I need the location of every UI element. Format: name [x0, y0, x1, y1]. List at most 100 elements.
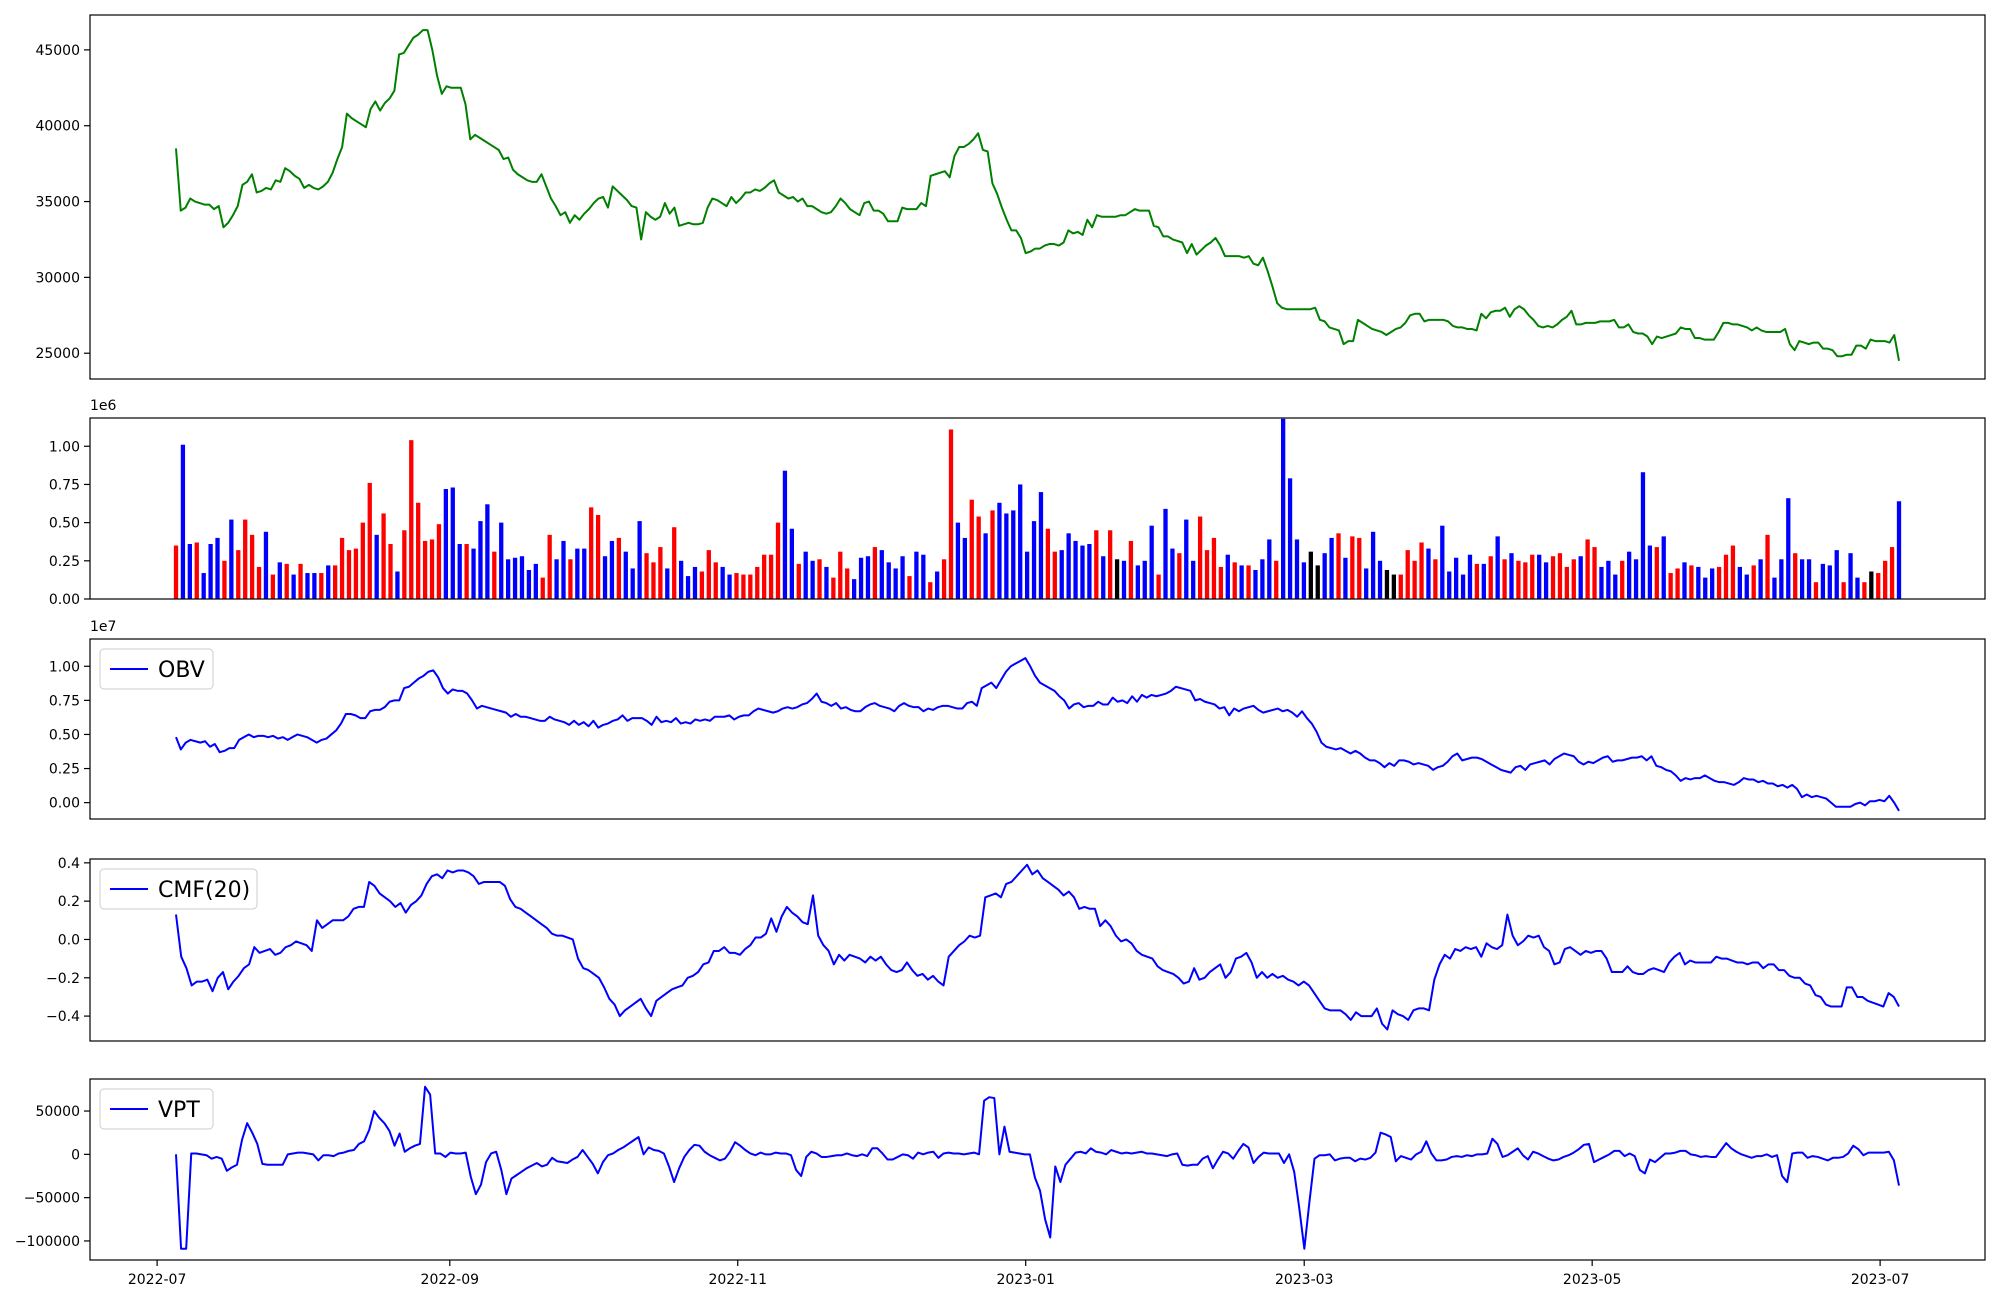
volume-bar: [582, 548, 587, 599]
volume-bar: [187, 544, 192, 599]
volume-bar: [706, 550, 711, 599]
volume-bar: [422, 540, 428, 599]
volume-bar: [1052, 551, 1057, 599]
date-xtick-label: 2023-05: [1563, 1272, 1622, 1288]
volume-bar: [173, 545, 179, 599]
volume-bar: [575, 548, 580, 599]
obv-ytick-label: 0.00: [49, 796, 80, 812]
volume-bar: [395, 571, 400, 599]
volume-bar: [810, 560, 815, 599]
volume-bar: [1772, 577, 1777, 599]
volume-bar: [969, 499, 974, 599]
volume-bar: [1274, 560, 1279, 599]
volume-bar: [928, 582, 933, 599]
volume-bar: [741, 574, 746, 599]
volume-bar: [907, 576, 912, 599]
volume-bar: [291, 574, 296, 599]
volume-bar: [796, 563, 801, 599]
volume-bar: [858, 557, 864, 599]
volume-bar: [1080, 545, 1085, 599]
volume-offset-label: 1e6: [90, 398, 117, 414]
price-ytick-label: 30000: [35, 270, 80, 286]
volume-bar: [1031, 521, 1037, 599]
volume-bar: [651, 562, 656, 599]
volume-bar: [831, 577, 836, 599]
volume-bar: [326, 565, 331, 599]
volume-bar: [1516, 560, 1521, 599]
volume-bar: [838, 551, 843, 599]
volume-bar: [1613, 574, 1618, 599]
obv-panel: 0.00 0.25 0.50 0.75 1.00 1e7 OBV: [49, 619, 1986, 820]
volume-bar: [1197, 516, 1203, 599]
volume-bar: [948, 429, 954, 599]
volume-bar: [388, 544, 393, 599]
price-ytick-label: 45000: [35, 43, 80, 59]
volume-bar: [1848, 553, 1853, 599]
volume-bar: [367, 482, 372, 599]
volume-bar: [616, 537, 622, 599]
volume-bar: [1225, 554, 1230, 599]
volume-bar: [1114, 559, 1120, 599]
volume-bar: [1530, 554, 1535, 599]
volume-bar: [1793, 553, 1798, 599]
cmf-panel: −0.4 −0.2 0.0 0.2 0.4 CMF(20): [46, 856, 1986, 1042]
volume-bar: [478, 521, 483, 599]
volume-bar: [492, 551, 497, 599]
volume-bar: [755, 566, 760, 599]
volume-bar: [1661, 536, 1666, 599]
volume-bar: [962, 537, 967, 599]
volume-bar: [817, 559, 822, 599]
volume-bar: [236, 550, 241, 599]
volume-bar: [872, 547, 878, 599]
volume-bar: [1191, 560, 1196, 599]
volume-bar: [1011, 510, 1016, 599]
volume-bar: [1218, 566, 1224, 599]
volume-bar: [1592, 547, 1597, 599]
volume-bar: [1675, 568, 1680, 599]
volume-bar: [1799, 559, 1805, 599]
volume-bar: [436, 524, 442, 599]
volume-bar: [1149, 525, 1154, 599]
volume-bar: [983, 533, 988, 599]
volume-bar: [360, 522, 365, 599]
volume-bar: [762, 554, 767, 599]
date-xtick-label: 2022-11: [708, 1272, 767, 1288]
volume-bar: [353, 548, 359, 599]
volume-bar: [1059, 550, 1064, 599]
vpt-panel: −100000 −50000 0 50000 VPT 2022-07 2022-09 2022…: [15, 1078, 1986, 1288]
volume-bar: [699, 571, 705, 599]
volume-axes-frame: [89, 417, 1986, 600]
volume-bar: [1495, 536, 1500, 599]
volume-bar: [1370, 531, 1376, 599]
volume-bar: [1481, 563, 1486, 599]
volume-bar: [1806, 559, 1812, 599]
volume-bar: [1737, 566, 1742, 599]
volume-bar: [1502, 559, 1507, 599]
volume-bar: [312, 573, 317, 599]
volume-bar: [1869, 571, 1874, 599]
vpt-ytick-label: −50000: [24, 1191, 80, 1207]
date-xtick-label: 2022-07: [128, 1272, 187, 1288]
cmf-legend-box: [99, 868, 258, 910]
cmf-ytick-label: −0.4: [46, 1009, 80, 1025]
volume-bar: [243, 519, 248, 599]
volume-bar: [1426, 548, 1431, 599]
volume-bar: [339, 537, 345, 599]
obv-axes-frame: [89, 638, 1986, 820]
volume-bar: [1384, 569, 1390, 599]
price-ytick-label: 25000: [35, 346, 80, 362]
volume-bar: [1287, 478, 1293, 599]
volume-bar: [443, 489, 449, 599]
volume-bar: [1343, 557, 1348, 599]
volume-bar: [1689, 565, 1694, 599]
obv-legend-label: OBV: [158, 658, 205, 683]
volume-bar: [595, 514, 601, 599]
volume-bar: [1889, 547, 1895, 599]
volume-bar: [775, 522, 781, 599]
obv-series-line: [175, 657, 1900, 812]
obv-ytick-label: 0.25: [49, 762, 80, 778]
volume-bar: [1523, 562, 1528, 599]
volume-bar: [450, 487, 455, 599]
obv-ytick-label: 0.75: [49, 693, 80, 709]
